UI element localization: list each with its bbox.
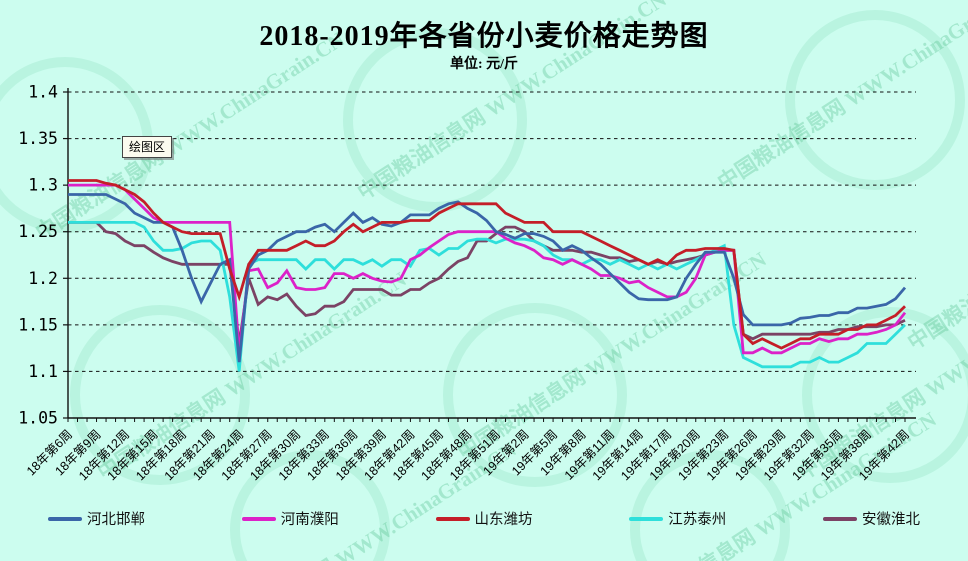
y-tick-label: 1.15: [18, 315, 58, 334]
legend-swatch-icon: [241, 516, 276, 521]
legend-item-shandong-weifang: 山东潍坊: [435, 508, 533, 529]
legend-swatch-icon: [435, 516, 470, 521]
y-tick-label: 1.25: [18, 222, 58, 241]
legend-swatch-icon: [823, 516, 857, 521]
legend: 河北邯郸 河南濮阳 山东潍坊 江苏泰州 安徽淮北: [0, 508, 968, 529]
y-tick-label: 1.35: [18, 129, 58, 148]
legend-label: 安徽淮北: [862, 512, 920, 528]
series-line: [68, 220, 906, 344]
y-tick-label: 1.4: [28, 83, 58, 102]
chart-subtitle: 单位: 元/斤: [449, 57, 519, 72]
legend-swatch-icon: [629, 516, 664, 521]
y-tick-label: 1.05: [18, 409, 58, 428]
plot-area-tooltip: 绘图区: [122, 136, 173, 158]
legend-item-jiangsu-taizhou: 江苏泰州: [629, 508, 726, 529]
series-line: [68, 183, 907, 355]
legend-item-hebei-handan: 河北邯郸: [48, 508, 145, 529]
y-tick-label: 1.3: [28, 176, 58, 195]
series-line: [68, 220, 906, 372]
legend-item-henan-puyang: 河南濮阳: [241, 508, 339, 529]
y-tick-label: 1.2: [28, 269, 58, 288]
legend-label: 山东潍坊: [474, 512, 533, 528]
legend-swatch-icon: [48, 516, 82, 521]
series-line: [68, 179, 906, 350]
legend-label: 河南濮阳: [280, 512, 339, 528]
series-line: [68, 193, 907, 363]
legend-label: 河北邯郸: [87, 512, 145, 528]
legend-label: 江苏泰州: [668, 512, 727, 528]
y-tick-label: 1.1: [28, 362, 58, 381]
plot-canvas: 1.41.351.31.251.21.151.11.0518年第6周18年第9周…: [18, 83, 916, 483]
chart-title: 2018-2019年各省份小麦价格走势图: [259, 21, 709, 52]
legend-item-anhui-huaibei: 安徽淮北: [823, 508, 920, 529]
